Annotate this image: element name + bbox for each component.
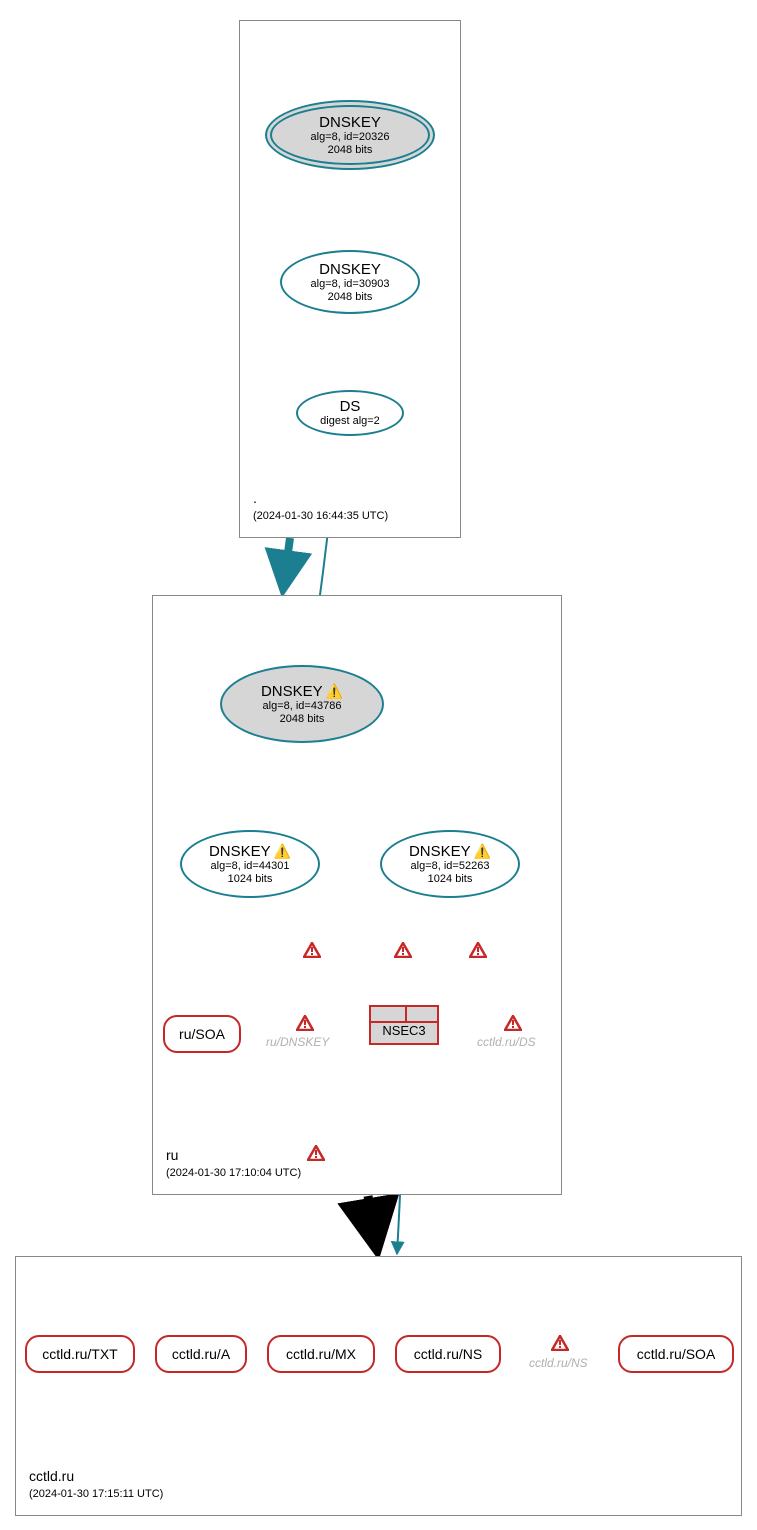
rr-label: cctld.ru/NS: [414, 1346, 482, 1362]
edge-zone-ru-cctld: [368, 1196, 377, 1250]
node-subtitle: alg=8, id=52263: [411, 860, 490, 873]
node-title: DNSKEY⚠️: [209, 843, 291, 860]
node-title: DNSKEY⚠️: [261, 683, 343, 700]
node-title: DS: [340, 398, 361, 415]
node-title: DNSKEY: [319, 261, 381, 278]
node-title-text: DNSKEY: [319, 261, 381, 278]
node-title: DNSKEY: [319, 114, 381, 131]
dnskey-node[interactable]: DSdigest alg=2: [296, 390, 404, 436]
rr-label: cctld.ru/TXT: [42, 1346, 117, 1362]
rr-node[interactable]: cctld.ru/NS: [395, 1335, 501, 1373]
rr-label: ru/SOA: [179, 1026, 225, 1042]
node-title: DNSKEY⚠️: [409, 843, 491, 860]
nsec3-label: NSEC3: [371, 1023, 437, 1038]
node-subtitle: 1024 bits: [428, 873, 473, 886]
zone-label: cctld.ru: [29, 1468, 74, 1484]
zone-label: ru: [166, 1147, 178, 1163]
error-icon: [394, 942, 412, 958]
node-subtitle: digest alg=2: [320, 415, 380, 428]
node-subtitle: alg=8, id=43786: [263, 700, 342, 713]
zone-timestamp: (2024-01-30 17:10:04 UTC): [166, 1167, 301, 1179]
nsec3-node[interactable]: NSEC3: [369, 1005, 439, 1045]
rr-node[interactable]: cctld.ru/A: [155, 1335, 247, 1373]
dnskey-node[interactable]: DNSKEY⚠️alg=8, id=522631024 bits: [380, 830, 520, 898]
faded-label: cctld.ru/NS: [529, 1356, 588, 1370]
node-title-text: DS: [340, 398, 361, 415]
error-icon: [504, 1015, 522, 1031]
node-subtitle: alg=8, id=20326: [311, 131, 390, 144]
error-icon: [307, 1145, 325, 1161]
node-subtitle: alg=8, id=30903: [311, 278, 390, 291]
zone-timestamp: (2024-01-30 16:44:35 UTC): [253, 510, 388, 522]
dnskey-node[interactable]: DNSKEY⚠️alg=8, id=437862048 bits: [220, 665, 384, 743]
error-icon: [303, 942, 321, 958]
node-subtitle: 1024 bits: [228, 873, 273, 886]
faded-label: ru/DNSKEY: [266, 1035, 329, 1049]
node-subtitle: 2048 bits: [280, 713, 325, 726]
rr-node[interactable]: cctld.ru/MX: [267, 1335, 375, 1373]
zone-timestamp: (2024-01-30 17:15:11 UTC): [29, 1488, 163, 1500]
dnskey-node[interactable]: DNSKEY⚠️alg=8, id=443011024 bits: [180, 830, 320, 898]
zone-label: .: [253, 490, 257, 506]
node-subtitle: 2048 bits: [328, 144, 373, 157]
rr-label: cctld.ru/SOA: [637, 1346, 716, 1362]
warning-icon: ⚠️: [274, 844, 291, 858]
faded-label: cctld.ru/DS: [477, 1035, 536, 1049]
warning-icon: ⚠️: [474, 844, 491, 858]
error-icon: [551, 1335, 569, 1351]
rr-label: cctld.ru/MX: [286, 1346, 356, 1362]
dnskey-node[interactable]: DNSKEYalg=8, id=309032048 bits: [280, 250, 420, 314]
node-title-text: DNSKEY: [261, 683, 323, 700]
warning-icon: ⚠️: [326, 684, 343, 698]
zone-box-cctld: [15, 1256, 742, 1516]
error-icon: [296, 1015, 314, 1031]
node-subtitle: alg=8, id=44301: [211, 860, 290, 873]
rr-node[interactable]: cctld.ru/SOA: [618, 1335, 734, 1373]
rr-node[interactable]: ru/SOA: [163, 1015, 241, 1053]
node-title-text: DNSKEY: [409, 843, 471, 860]
rr-label: cctld.ru/A: [172, 1346, 230, 1362]
dnskey-node[interactable]: DNSKEYalg=8, id=203262048 bits: [265, 100, 435, 170]
node-subtitle: 2048 bits: [328, 291, 373, 304]
node-title-text: DNSKEY: [209, 843, 271, 860]
rr-node[interactable]: cctld.ru/TXT: [25, 1335, 135, 1373]
error-icon: [469, 942, 487, 958]
node-title-text: DNSKEY: [319, 114, 381, 131]
edge-zone-root-ru: [283, 538, 290, 590]
